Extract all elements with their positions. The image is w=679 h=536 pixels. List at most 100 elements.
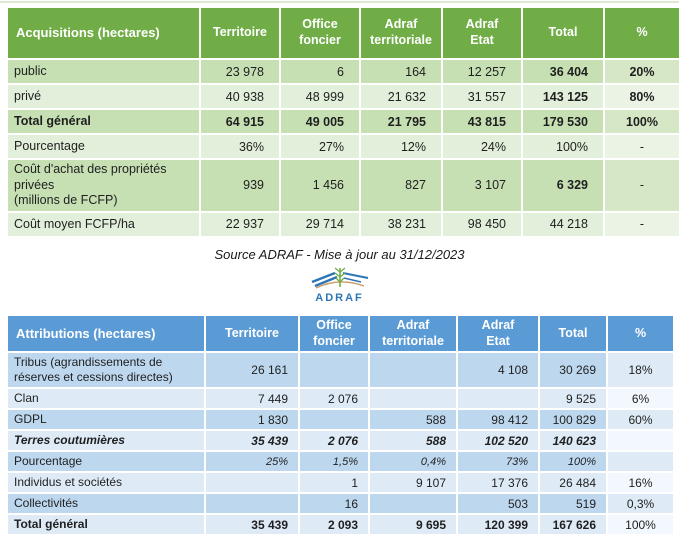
header-row: Attributions (hectares) Territoire Office … (8, 316, 673, 352)
cell: 80% (605, 85, 679, 108)
cell: 24% (443, 135, 521, 158)
row-label: Pourcentage (8, 452, 204, 472)
cell: 16 (300, 494, 368, 514)
cell: 16% (608, 473, 673, 493)
table-title: Attributions (hectares) (8, 316, 204, 352)
row-label: Collectivités (8, 494, 204, 514)
cell (458, 389, 538, 409)
cell: 44 218 (523, 212, 603, 236)
cell: 60% (608, 410, 673, 430)
cell: - (605, 135, 679, 158)
cell: 2 076 (300, 431, 368, 451)
cell: 31 557 (443, 85, 521, 108)
cell: 2 076 (300, 389, 368, 409)
cell: 21 795 (361, 110, 441, 133)
column-header: Adraf territoriale (361, 8, 441, 58)
row-label: Total général (8, 110, 199, 133)
row-label: Coût moyen FCFP/ha (8, 212, 199, 236)
table-title: Acquisitions (hectares) (8, 8, 199, 58)
cell (370, 389, 456, 409)
cell: 0,4% (370, 452, 456, 472)
cell: 9 695 (370, 515, 456, 535)
cell: 36 404 (523, 60, 603, 83)
cell: 26 161 (206, 353, 298, 388)
row-label: Clan (8, 389, 204, 409)
cell: 100% (605, 110, 679, 133)
cell: 140 623 (540, 431, 606, 451)
header-row: Acquisitions (hectares) Territoire Office … (8, 8, 679, 58)
table-row: Coût moyen FCFP/ha 22 937 29 714 38 231 98 4… (8, 212, 679, 236)
cell: 179 530 (523, 110, 603, 133)
cell (608, 431, 673, 451)
cell: 6 (281, 60, 359, 83)
row-label: privé (8, 85, 199, 108)
cell: - (605, 160, 679, 211)
cell: 9 525 (540, 389, 606, 409)
table-row: Total général 64 915 49 005 21 795 43 815 179… (8, 110, 679, 133)
cell: 1 830 (206, 410, 298, 430)
cell: 35 439 (206, 431, 298, 451)
cell: 12 257 (443, 60, 521, 83)
row-label: Coût d'achat des propriétés privées (mil… (8, 160, 199, 211)
table-row: Total général 35 439 2 093 9 695 120 399 167 … (8, 515, 673, 535)
acquisitions-body: public 23 978 6 164 12 257 36 404 20% privé 40 9… (8, 60, 679, 236)
cell: 503 (458, 494, 538, 514)
column-header: Total (523, 8, 603, 58)
cell: 588 (370, 431, 456, 451)
cell (300, 410, 368, 430)
table-row: Coût d'achat des propriétés privées (mil… (8, 160, 679, 211)
column-header: Adraf Etat (458, 316, 538, 352)
cell: 167 626 (540, 515, 606, 535)
cell: 23 978 (201, 60, 279, 83)
cell: 2 093 (300, 515, 368, 535)
cell: 26 484 (540, 473, 606, 493)
acquisitions-table: Acquisitions (hectares) Territoire Office … (6, 6, 679, 238)
cell: 7 449 (206, 389, 298, 409)
cell: 12% (361, 135, 441, 158)
table-row: Tribus (agrandissements de réserves et c… (8, 353, 673, 388)
cell: 22 937 (201, 212, 279, 236)
cell: 9 107 (370, 473, 456, 493)
row-label: Individus et sociétés (8, 473, 204, 493)
source-note: Source ADRAF - Mise à jour au 31/12/2023 (214, 247, 465, 262)
cell: 100 829 (540, 410, 606, 430)
acquisitions-header: Acquisitions (hectares) Territoire Office … (8, 8, 679, 58)
cell: 98 412 (458, 410, 538, 430)
cell: 3 107 (443, 160, 521, 211)
cell: 29 714 (281, 212, 359, 236)
column-header: Territoire (201, 8, 279, 58)
attributions-header: Attributions (hectares) Territoire Office … (8, 316, 673, 352)
cell: 939 (201, 160, 279, 211)
cell (206, 494, 298, 514)
column-header: Adraf Etat (443, 8, 521, 58)
top-divider (0, 1, 679, 3)
attributions-body: Tribus (agrandissements de réserves et c… (8, 353, 673, 535)
cell: 588 (370, 410, 456, 430)
column-header: Total (540, 316, 606, 352)
cell: 102 520 (458, 431, 538, 451)
column-header: Adraf territoriale (370, 316, 456, 352)
cell: 40 938 (201, 85, 279, 108)
cell (370, 353, 456, 388)
column-header: % (608, 316, 673, 352)
cell: 35 439 (206, 515, 298, 535)
row-label: public (8, 60, 199, 83)
table-row: public 23 978 6 164 12 257 36 404 20% (8, 60, 679, 83)
adraf-logo-text: ADRAF (315, 292, 364, 304)
cell: 0,3% (608, 494, 673, 514)
cell: 100% (608, 515, 673, 535)
table-row: GDPL 1 830 588 98 412 100 829 60% (8, 410, 673, 430)
cell: 18% (608, 353, 673, 388)
adraf-logo-icon (311, 267, 368, 289)
table-row: Pourcentage 25% 1,5% 0,4% 73% 100% (8, 452, 673, 472)
cell: 4 108 (458, 353, 538, 388)
column-header: % (605, 8, 679, 58)
cell: 38 231 (361, 212, 441, 236)
cell: 36% (201, 135, 279, 158)
cell: 6% (608, 389, 673, 409)
cell: 25% (206, 452, 298, 472)
row-label: Pourcentage (8, 135, 199, 158)
cell: 1 (300, 473, 368, 493)
cell: 49 005 (281, 110, 359, 133)
cell: 27% (281, 135, 359, 158)
